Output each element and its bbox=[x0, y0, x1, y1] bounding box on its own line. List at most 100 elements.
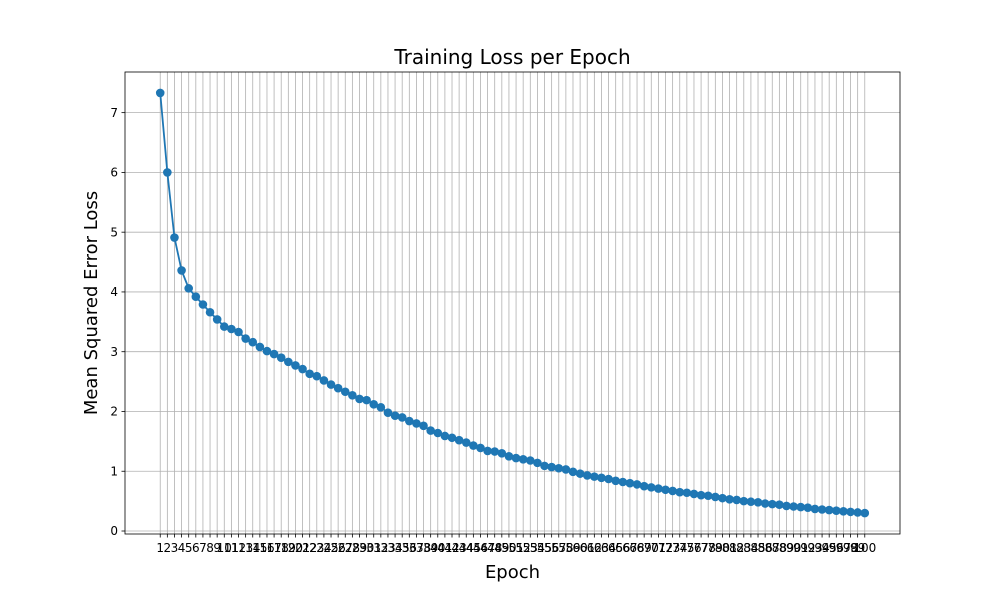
y-tick-label: 5 bbox=[110, 225, 118, 239]
x-tick-label: 97 bbox=[836, 541, 851, 555]
loss-data-point bbox=[654, 484, 663, 493]
loss-data-point bbox=[511, 453, 521, 463]
loss-data-point bbox=[305, 369, 314, 379]
x-tick-label: 82 bbox=[729, 541, 744, 555]
loss-data-point bbox=[632, 480, 642, 489]
x-tick-label: 2 bbox=[164, 541, 172, 555]
loss-data-point bbox=[803, 503, 813, 512]
x-tick-label: 41 bbox=[437, 541, 452, 555]
x-tick-label: 70 bbox=[644, 541, 659, 555]
loss-data-point bbox=[853, 508, 862, 517]
loss-data-point bbox=[824, 505, 834, 515]
loss-data-point bbox=[518, 454, 528, 464]
x-tick-label: 11 bbox=[224, 541, 239, 555]
x-tick-label: 100 bbox=[853, 541, 876, 555]
x-tick-label: 14 bbox=[245, 541, 260, 555]
y-tick-label: 4 bbox=[110, 285, 118, 299]
loss-data-point bbox=[476, 443, 485, 453]
x-tick-label: 73 bbox=[665, 541, 680, 555]
x-tick-label: 25 bbox=[323, 541, 338, 555]
x-tick-label: 38 bbox=[416, 541, 431, 555]
x-tick-label: 51 bbox=[508, 541, 523, 555]
loss-data-point bbox=[796, 502, 806, 512]
x-tick-label: 72 bbox=[658, 541, 673, 555]
x-tick-label: 27 bbox=[338, 541, 353, 555]
loss-data-point bbox=[554, 463, 564, 473]
loss-data-point bbox=[483, 446, 492, 456]
loss-data-point bbox=[533, 458, 542, 468]
x-axis-label: Epoch bbox=[485, 562, 540, 583]
loss-data-point bbox=[810, 504, 820, 514]
x-tick-label: 85 bbox=[750, 541, 765, 555]
x-tick-label: 88 bbox=[772, 541, 787, 555]
x-tick-label: 29 bbox=[352, 541, 367, 555]
x-tick-label: 76 bbox=[686, 541, 701, 555]
x-tick-label: 18 bbox=[274, 541, 289, 555]
loss-data-point bbox=[682, 488, 692, 498]
loss-data-point bbox=[547, 462, 556, 472]
loss-data-point bbox=[447, 433, 457, 443]
y-axis-label: Mean Squared Error Loss bbox=[81, 191, 102, 415]
x-tick-label: 28 bbox=[345, 541, 360, 555]
loss-data-point bbox=[839, 506, 848, 516]
x-tick-label: 54 bbox=[530, 541, 545, 555]
loss-data-point bbox=[440, 431, 450, 441]
x-tick-label: 22 bbox=[302, 541, 317, 555]
loss-data-point bbox=[390, 411, 400, 420]
loss-data-point bbox=[575, 469, 585, 478]
loss-data-point bbox=[212, 315, 222, 324]
series-layer bbox=[155, 88, 870, 518]
loss-data-point bbox=[525, 456, 535, 465]
x-tick-label: 78 bbox=[701, 541, 716, 555]
x-tick-label: 52 bbox=[516, 541, 531, 555]
loss-data-point bbox=[760, 499, 770, 508]
loss-data-point bbox=[789, 502, 798, 511]
x-tick-label: 71 bbox=[651, 541, 666, 555]
x-tick-label: 55 bbox=[537, 541, 552, 555]
x-tick-label: 12 bbox=[231, 541, 246, 555]
x-tick-label: 68 bbox=[629, 541, 644, 555]
x-tick-label: 45 bbox=[466, 541, 481, 555]
loss-data-point bbox=[490, 447, 500, 456]
y-tick-label: 3 bbox=[110, 345, 118, 359]
loss-data-point bbox=[397, 413, 407, 422]
loss-data-point bbox=[625, 478, 635, 488]
x-tick-label: 90 bbox=[786, 541, 801, 555]
loss-data-point bbox=[383, 408, 393, 417]
y-axis-ticks: 0 1 2 3 4 5 6 7 bbox=[110, 106, 125, 538]
plot-area: 1 2 3 4 5 6 7 8 91011121314151617181920212223242… bbox=[110, 71, 901, 555]
x-tick-label: 48 bbox=[487, 541, 502, 555]
x-tick-label: 49 bbox=[494, 541, 509, 555]
x-tick-label: 74 bbox=[672, 541, 687, 555]
x-tick-label: 24 bbox=[316, 541, 331, 555]
loss-data-point bbox=[191, 292, 201, 302]
x-tick-label: 7 bbox=[199, 541, 207, 555]
x-tick-label: 30 bbox=[359, 541, 374, 555]
loss-data-point bbox=[568, 467, 578, 477]
x-tick-label: 99 bbox=[850, 541, 865, 555]
loss-data-point bbox=[177, 266, 186, 275]
x-tick-label: 6 bbox=[192, 541, 200, 555]
loss-data-point bbox=[262, 346, 272, 356]
loss-data-point bbox=[369, 400, 379, 409]
x-tick-label: 75 bbox=[679, 541, 694, 555]
x-tick-label: 64 bbox=[601, 541, 616, 555]
loss-data-point bbox=[454, 435, 464, 445]
loss-data-point bbox=[291, 361, 300, 370]
loss-data-point bbox=[355, 394, 364, 404]
x-tick-label: 5 bbox=[185, 541, 193, 555]
x-tick-label: 87 bbox=[765, 541, 780, 555]
x-tick-label: 67 bbox=[622, 541, 637, 555]
y-tick-label: 7 bbox=[110, 106, 118, 120]
loss-data-point bbox=[276, 353, 286, 362]
loss-data-point bbox=[817, 505, 827, 514]
loss-data-point bbox=[469, 441, 478, 450]
x-tick-label: 33 bbox=[380, 541, 395, 555]
loss-data-point bbox=[711, 492, 720, 502]
x-tick-label: 4 bbox=[178, 541, 186, 555]
loss-data-point bbox=[832, 506, 841, 515]
grid-layer bbox=[125, 72, 900, 534]
loss-data-point bbox=[412, 419, 421, 428]
x-tick-label: 60 bbox=[572, 541, 587, 555]
loss-data-point bbox=[219, 322, 229, 331]
